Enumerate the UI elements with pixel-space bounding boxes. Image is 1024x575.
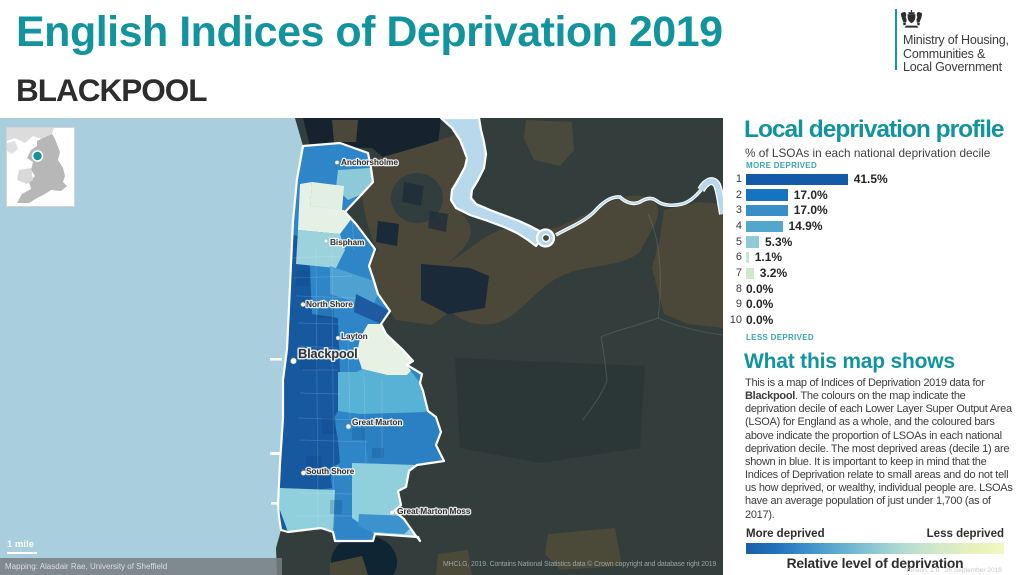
svg-text:Anchorsholme: Anchorsholme	[341, 157, 398, 167]
svg-text:South Shore: South Shore	[306, 466, 355, 476]
svg-text:Great Marton: Great Marton	[352, 417, 402, 427]
svg-text:Bispham: Bispham	[330, 237, 364, 247]
svg-text:Great Marton Moss: Great Marton Moss	[397, 506, 471, 516]
svg-text:Blackpool: Blackpool	[298, 346, 357, 361]
svg-text:Layton: Layton	[341, 331, 368, 341]
svg-text:North Shore: North Shore	[306, 299, 353, 309]
